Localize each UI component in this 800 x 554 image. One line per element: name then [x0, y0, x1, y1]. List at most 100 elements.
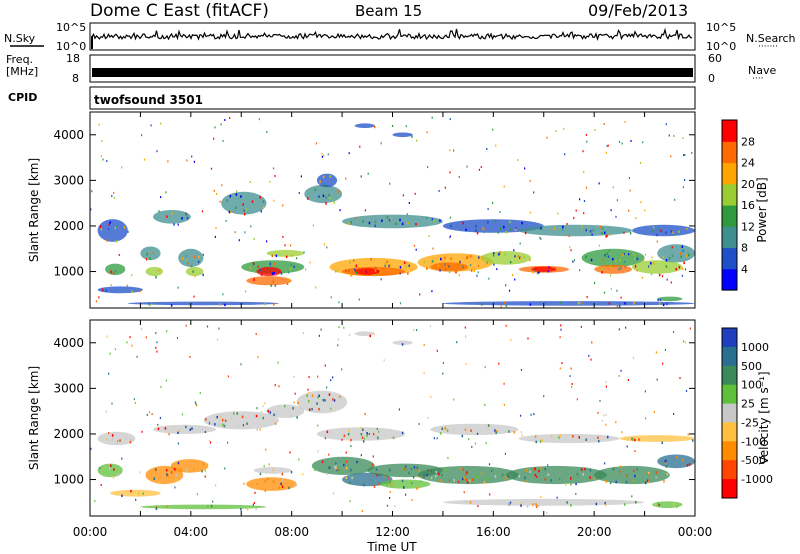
vel-echo-speck [335, 462, 337, 465]
power-scatter-speck [648, 266, 649, 268]
vel-echo-speck [692, 439, 694, 442]
power-scatter-speck [670, 155, 671, 157]
vel-echo-speck [540, 440, 542, 443]
power-scatter-speck [582, 150, 583, 152]
vel-echo-speck [138, 492, 140, 495]
power-scatter-speck [611, 288, 612, 290]
vel-echo-speck [343, 464, 345, 467]
power-echo-speck [530, 303, 532, 306]
vel-scatter-speck [559, 478, 560, 480]
power-echo-speck [438, 265, 440, 268]
vel-echo-speck [535, 435, 537, 438]
vel-scatter-speck [690, 328, 691, 330]
power-echo-speck [601, 271, 603, 274]
vel-echo-speck [532, 503, 534, 506]
power-scatter-speck [220, 201, 221, 203]
vel-scatter-speck [621, 431, 622, 433]
vel-echo-region [657, 455, 695, 469]
vel-echo-speck [662, 442, 664, 445]
power-scatter-speck [254, 238, 255, 240]
vel-scatter-speck [477, 433, 478, 435]
power-echo-speck [369, 222, 371, 225]
power-scatter-speck [167, 160, 168, 162]
power-scatter-speck [101, 155, 102, 157]
vel-echo-speck [106, 438, 108, 441]
power-scatter-speck [637, 258, 638, 260]
power-frame [90, 112, 695, 308]
power-echo-speck [463, 222, 465, 225]
power-echo-speck [293, 265, 295, 268]
vel-echo-speck [426, 474, 428, 477]
vel-scatter-speck [530, 414, 531, 416]
power-scatter-speck [470, 264, 471, 266]
vel-scatter-speck [327, 473, 328, 475]
vel-scatter-speck [346, 452, 347, 454]
vel-scatter-speck [683, 340, 684, 342]
power-scatter-speck [144, 159, 145, 161]
vel-scatter-speck [126, 341, 127, 343]
vel-scatter-speck [205, 431, 206, 433]
vel-scatter-speck [243, 483, 244, 485]
vel-echo-speck [219, 424, 221, 427]
vel-scatter-speck [208, 422, 209, 424]
power-echo-speck [384, 265, 386, 268]
vel-scatter-speck [443, 362, 444, 364]
vel-scatter-speck [533, 413, 534, 415]
power-scatter-speck [349, 152, 350, 154]
vel-scatter-speck [294, 376, 295, 378]
power-echo-speck [147, 258, 149, 261]
vel-echo-region [519, 434, 620, 443]
vel-scatter-speck [182, 413, 183, 415]
power-echo-speck [434, 220, 436, 223]
vel-echo-speck [584, 468, 586, 471]
vel-echo-speck [481, 472, 483, 475]
power-scatter-speck [644, 209, 645, 211]
vel-scatter-speck [156, 341, 157, 343]
power-scatter-speck [592, 234, 593, 236]
vel-echo-speck [311, 408, 313, 411]
vel-echo-speck [220, 415, 222, 418]
vel-echo-speck [205, 470, 207, 473]
vel-echo-speck [408, 472, 410, 475]
power-echo-speck [658, 228, 660, 231]
power-scatter-speck [621, 297, 622, 299]
power-echo-speck [506, 304, 508, 307]
power-scatter-speck [606, 145, 607, 147]
vel-echo-speck [296, 484, 298, 487]
vel-scatter-speck [337, 344, 338, 346]
power-scatter-speck [579, 198, 580, 200]
power-echo-speck [604, 232, 606, 235]
vel-echo-speck [575, 483, 577, 486]
power-echo-speck [131, 290, 133, 293]
vel-colorbar-segment [722, 479, 737, 498]
vel-scatter-speck [419, 423, 420, 425]
power-colorbar-segment [722, 248, 737, 270]
power-echo-speck [374, 126, 376, 129]
vel-echo-speck [374, 485, 376, 488]
vel-scatter-speck [130, 336, 131, 338]
power-echo-speck [106, 290, 108, 293]
vel-echo-speck [635, 501, 637, 504]
vel-echo-speck [535, 503, 537, 506]
power-echo-speck [370, 258, 372, 261]
vel-scatter-speck [521, 369, 522, 371]
power-echo-speck [439, 269, 441, 272]
vel-echo-speck [370, 335, 372, 338]
power-echo-speck [559, 301, 561, 304]
power-scatter-speck [429, 235, 430, 237]
power-echo-speck [355, 217, 357, 220]
vel-scatter-speck [390, 491, 391, 493]
power-echo-region [146, 267, 164, 276]
power-scatter-speck [686, 228, 687, 230]
vel-echo-speck [401, 468, 403, 471]
vel-scatter-speck [442, 373, 443, 375]
nsky-noise-line [92, 29, 692, 42]
power-scatter-speck [215, 236, 216, 238]
power-echo-region [632, 225, 695, 236]
power-echo-speck [478, 256, 480, 259]
power-echo-speck [261, 210, 263, 213]
power-scatter-speck [186, 260, 187, 262]
vel-scatter-speck [160, 386, 161, 388]
power-echo-speck [404, 261, 406, 264]
vel-echo-region [110, 490, 160, 497]
